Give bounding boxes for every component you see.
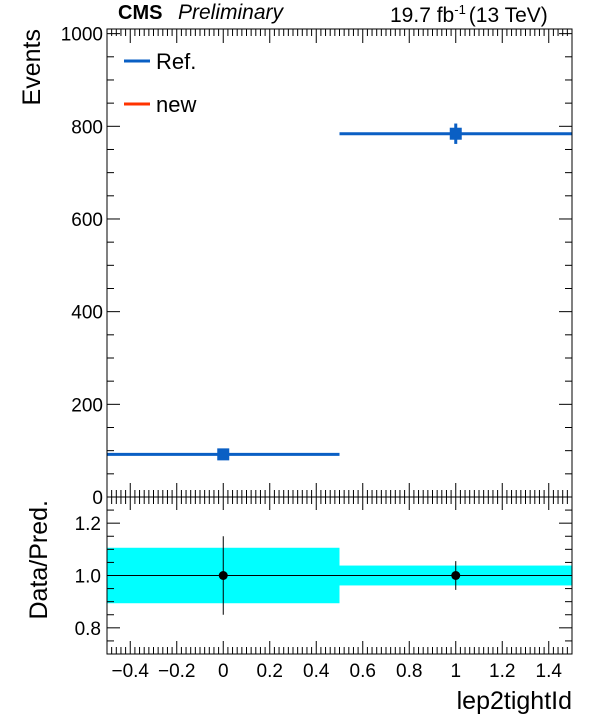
ratio-data-point (218, 571, 228, 580)
y-tick-label: 200 (71, 395, 103, 416)
ratio-panel: 0.8 1.0 1.2 −0.4 −0.2 0 0.2 0.4 0.6 0.8 1 1.2 1.4 Da… (25, 496, 573, 715)
y-tick-label: 0 (92, 488, 103, 509)
y-tick-label: 800 (71, 117, 103, 138)
lumi-exponent: -1 (454, 2, 466, 17)
x-tick-label: 0.2 (257, 661, 283, 682)
main-axes: 0 200 400 600 800 1000 (61, 25, 573, 509)
x-tick-label: −0.4 (111, 661, 149, 682)
ratio-y-tick-label: 1.2 (75, 514, 101, 535)
ratio-y-tick-label: 0.8 (75, 619, 101, 640)
energy-value: (13 TeV) (469, 4, 548, 27)
legend: Ref. new (124, 49, 196, 117)
ref-data-point (217, 448, 230, 461)
x-tick-label: 1 (450, 661, 461, 682)
x-tick-label: 0.6 (350, 661, 376, 682)
x-tick-label: 1.2 (489, 661, 515, 682)
x-tick-label: −0.2 (158, 661, 196, 682)
lumi-label: 19.7 fb-1 (13 TeV) (390, 2, 548, 27)
ratio-plot-content (107, 536, 572, 615)
ratio-axes: 0.8 1.0 1.2 −0.4 −0.2 0 0.2 0.4 0.6 0.8 1 1.2 1.4 (75, 497, 573, 682)
x-tick-label: 1.4 (536, 661, 563, 682)
y-tick-label: 600 (71, 210, 103, 231)
legend-label: new (156, 92, 196, 117)
ref-data-point (449, 127, 462, 140)
lumi-value: 19.7 fb (390, 4, 454, 27)
y-tick-label: 400 (71, 303, 103, 324)
ratio-data-point (451, 571, 461, 580)
main-y-axis-label: Events (18, 29, 46, 105)
main-plot-content (107, 123, 572, 461)
ratio-y-axis-label: Data/Pred. (25, 500, 53, 620)
legend-label: Ref. (156, 49, 196, 74)
main-panel: Ref. new 0 200 400 600 800 1000 Events (18, 25, 573, 509)
ratio-y-tick-label: 1.0 (75, 567, 101, 588)
x-tick-label: 0.4 (303, 661, 330, 682)
x-tick-label: 0 (218, 661, 229, 682)
experiment-label: CMS (118, 2, 162, 24)
status-label: Preliminary (178, 1, 285, 24)
x-axis-label: lep2tightId (457, 687, 572, 715)
x-tick-label: 0.8 (396, 661, 422, 682)
y-tick-label: 1000 (61, 25, 103, 46)
